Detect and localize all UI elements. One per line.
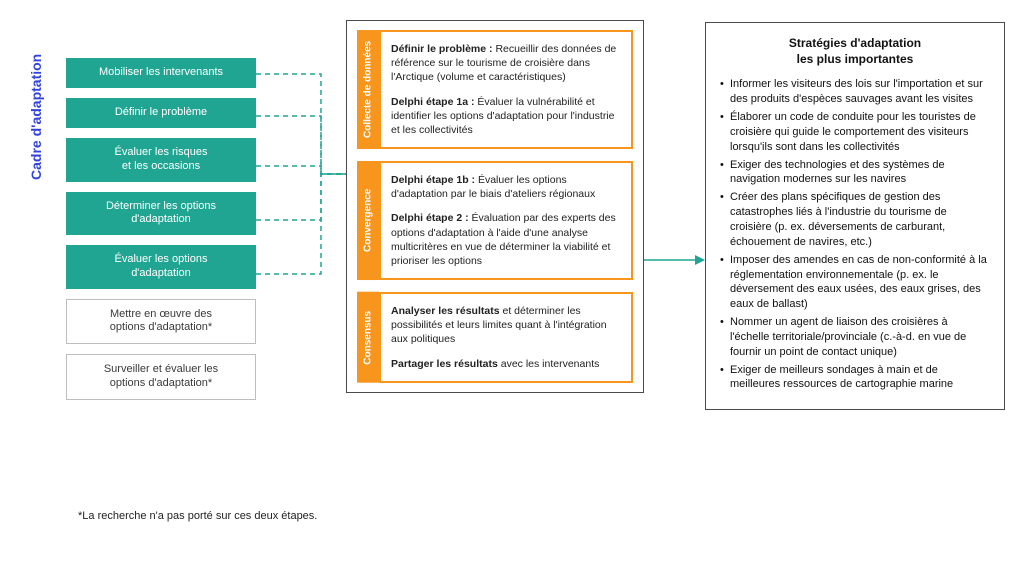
phase-1: Convergence Delphi étape 1b : Évaluer les… xyxy=(357,161,633,280)
framework-step-6: Surveiller et évaluer les options d'adap… xyxy=(66,354,256,400)
framework-step-3: Déterminer les options d'adaptation xyxy=(66,192,256,236)
phase-body-0: Définir le problème : Recueillir des don… xyxy=(379,30,633,149)
vertical-axis-label: Cadre d'adaptation xyxy=(28,54,44,180)
right-strategies-panel: Stratégies d'adaptation les plus importa… xyxy=(705,22,1005,410)
phase-0-item-0: Définir le problème : Recueillir des don… xyxy=(391,42,621,85)
footnote-text: *La recherche n'a pas porté sur ces deux… xyxy=(78,510,317,522)
middle-phases-panel: Collecte de données Définir le problème :… xyxy=(346,20,644,393)
framework-step-4: Évaluer les options d'adaptation xyxy=(66,245,256,289)
strategy-bullet-5: Nommer un agent de liaison des croisière… xyxy=(720,315,990,360)
phase-2: Consensus Analyser les résultats et déter… xyxy=(357,292,633,383)
framework-step-2: Évaluer les risques et les occasions xyxy=(66,138,256,182)
phase-tab-2: Consensus xyxy=(357,292,379,383)
strategies-title: Stratégies d'adaptation les plus importa… xyxy=(720,35,990,67)
phase-2-item-0: Analyser les résultats et déterminer les… xyxy=(391,304,621,347)
phase-0-item-1: Delphi étape 1a : Évaluer la vulnérabili… xyxy=(391,95,621,138)
framework-step-0: Mobiliser les intervenants xyxy=(66,58,256,88)
strategies-list: Informer les visiteurs des lois sur l'im… xyxy=(720,77,990,392)
strategy-bullet-2: Exiger des technologies et des systèmes … xyxy=(720,158,990,188)
phase-tab-1: Convergence xyxy=(357,161,379,280)
framework-step-1: Définir le problème xyxy=(66,98,256,128)
phase-body-2: Analyser les résultats et déterminer les… xyxy=(379,292,633,383)
phase-2-item-1: Partager les résultats avec les interven… xyxy=(391,357,621,371)
phase-1-item-1: Delphi étape 2 : Évaluation par des expe… xyxy=(391,211,621,268)
strategy-bullet-0: Informer les visiteurs des lois sur l'im… xyxy=(720,77,990,107)
left-steps-column: Mobiliser les intervenants Définir le pro… xyxy=(66,58,256,400)
strategy-bullet-3: Créer des plans spécifiques de gestion d… xyxy=(720,190,990,249)
strategy-bullet-4: Imposer des amendes en cas de non-confor… xyxy=(720,253,990,312)
phase-1-item-0: Delphi étape 1b : Évaluer les options d'… xyxy=(391,173,621,201)
framework-step-5: Mettre en œuvre des options d'adaptation… xyxy=(66,299,256,345)
phase-body-1: Delphi étape 1b : Évaluer les options d'… xyxy=(379,161,633,280)
phase-tab-0: Collecte de données xyxy=(357,30,379,149)
strategy-bullet-6: Exiger de meilleurs sondages à main et d… xyxy=(720,363,990,393)
strategy-bullet-1: Élaborer un code de conduite pour les to… xyxy=(720,110,990,155)
phase-0: Collecte de données Définir le problème :… xyxy=(357,30,633,149)
